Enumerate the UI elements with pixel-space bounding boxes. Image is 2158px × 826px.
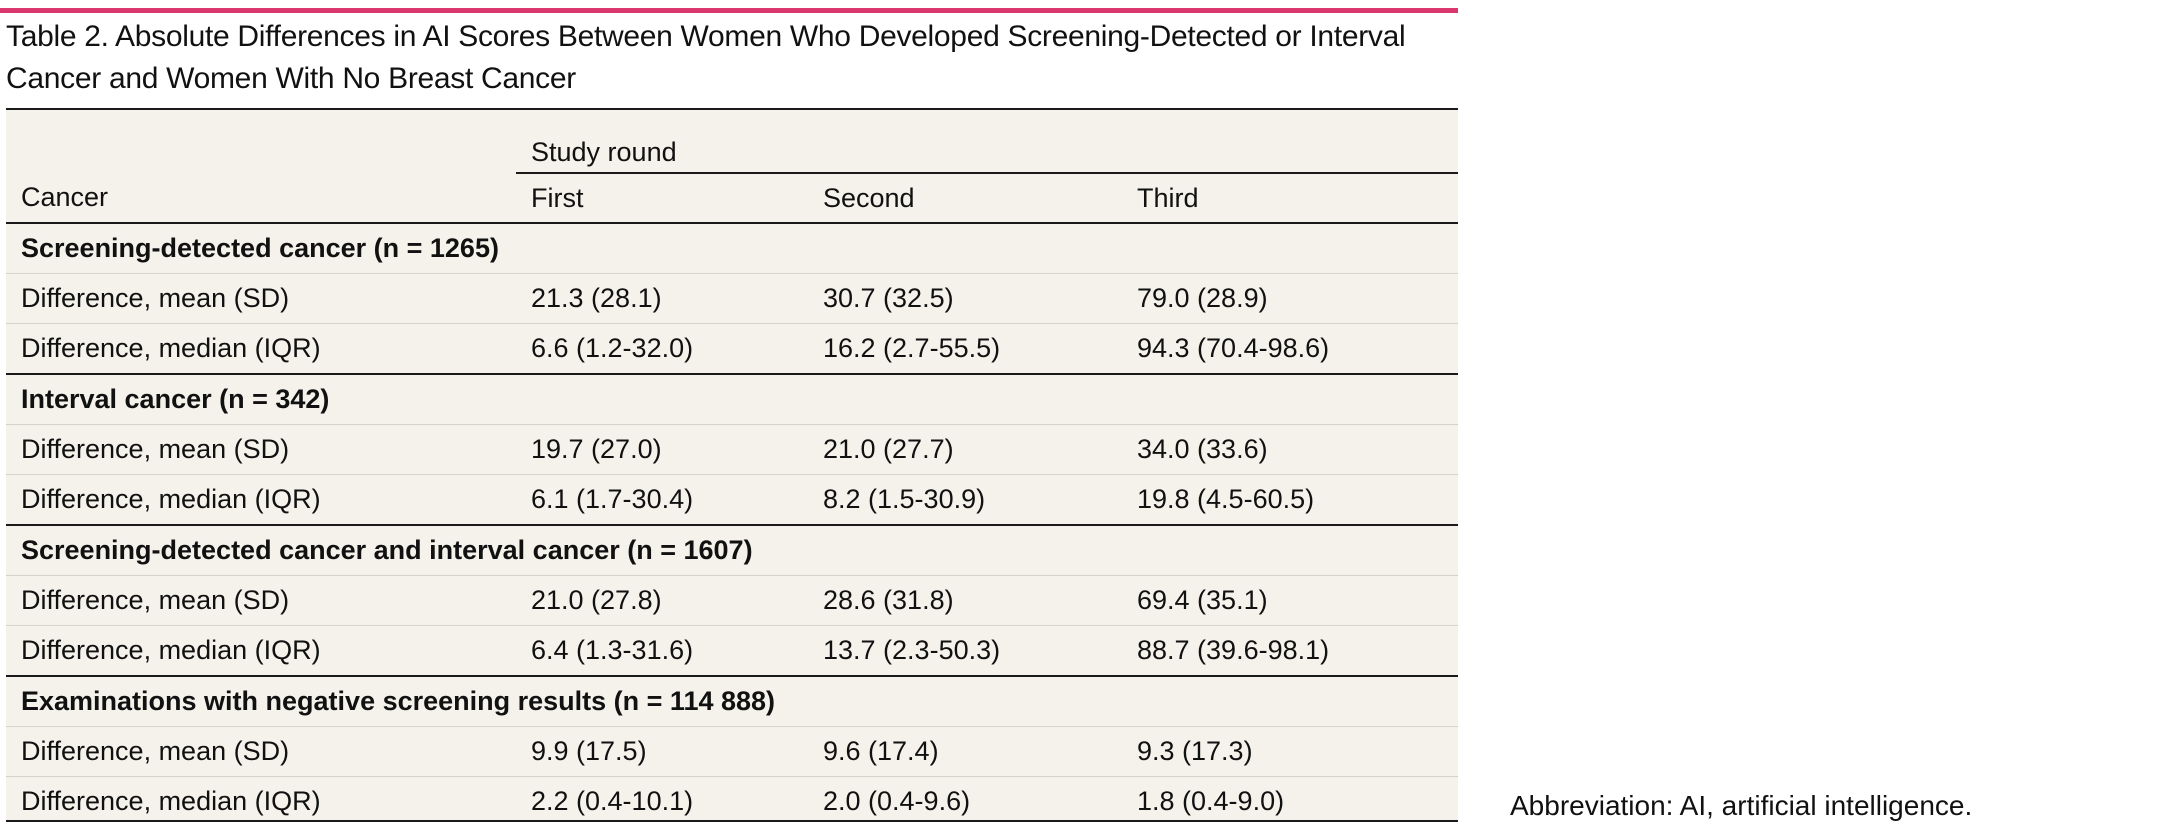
section-label: Screening-detected cancer (n = 1265) — [6, 223, 1458, 274]
table-row: Difference, median (IQR) 2.2 (0.4-10.1) … — [6, 777, 1458, 826]
table-row: Difference, median (IQR) 6.1 (1.7-30.4) … — [6, 475, 1458, 526]
table-row: Difference, mean (SD) 9.9 (17.5) 9.6 (17… — [6, 727, 1458, 777]
cell-first: 21.0 (27.8) — [516, 576, 808, 626]
cell-third: 69.4 (35.1) — [1122, 576, 1458, 626]
cell-third: 1.8 (0.4-9.0) — [1122, 777, 1458, 826]
cell-first: 6.1 (1.7-30.4) — [516, 475, 808, 526]
cell-third: 94.3 (70.4-98.6) — [1122, 324, 1458, 375]
row-label: Difference, median (IQR) — [6, 475, 516, 526]
table-row: Difference, mean (SD) 19.7 (27.0) 21.0 (… — [6, 425, 1458, 475]
section-header-row: Interval cancer (n = 342) — [6, 374, 1458, 425]
third-column-header: Third — [1122, 173, 1458, 223]
cell-second: 13.7 (2.3-50.3) — [808, 626, 1122, 677]
section-header-row: Examinations with negative screening res… — [6, 676, 1458, 727]
row-label: Difference, mean (SD) — [6, 425, 516, 475]
table-row: Difference, mean (SD) 21.3 (28.1) 30.7 (… — [6, 274, 1458, 324]
row-label: Difference, median (IQR) — [6, 777, 516, 826]
footnote: Abbreviation: AI, artificial intelligenc… — [1510, 790, 1972, 822]
row-label: Difference, median (IQR) — [6, 324, 516, 375]
table-row: Difference, median (IQR) 6.6 (1.2-32.0) … — [6, 324, 1458, 375]
cell-first: 6.6 (1.2-32.0) — [516, 324, 808, 375]
cell-third: 79.0 (28.9) — [1122, 274, 1458, 324]
cell-third: 34.0 (33.6) — [1122, 425, 1458, 475]
cell-second: 30.7 (32.5) — [808, 274, 1122, 324]
cell-second: 8.2 (1.5-30.9) — [808, 475, 1122, 526]
cell-second: 16.2 (2.7-55.5) — [808, 324, 1122, 375]
section-header-row: Screening-detected cancer (n = 1265) — [6, 223, 1458, 274]
data-table: Study round Cancer First Second Third Sc… — [6, 110, 1458, 826]
section-label: Interval cancer (n = 342) — [6, 374, 1458, 425]
section-header-row: Screening-detected cancer and interval c… — [6, 525, 1458, 576]
cancer-column-header: Cancer — [6, 173, 516, 223]
cell-third: 19.8 (4.5-60.5) — [1122, 475, 1458, 526]
cell-first: 19.7 (27.0) — [516, 425, 808, 475]
study-round-header: Study round — [516, 110, 1458, 173]
second-column-header: Second — [808, 173, 1122, 223]
cell-first: 6.4 (1.3-31.6) — [516, 626, 808, 677]
cell-third: 88.7 (39.6-98.1) — [1122, 626, 1458, 677]
cell-second: 28.6 (31.8) — [808, 576, 1122, 626]
cell-first: 21.3 (28.1) — [516, 274, 808, 324]
header-row-columns: Cancer First Second Third — [6, 173, 1458, 223]
section-label: Examinations with negative screening res… — [6, 676, 1458, 727]
table-row: Difference, median (IQR) 6.4 (1.3-31.6) … — [6, 626, 1458, 677]
cell-first: 9.9 (17.5) — [516, 727, 808, 777]
cell-second: 21.0 (27.7) — [808, 425, 1122, 475]
cell-second: 2.0 (0.4-9.6) — [808, 777, 1122, 826]
row-label: Difference, mean (SD) — [6, 274, 516, 324]
header-spacer — [6, 110, 516, 173]
header-row-group: Study round — [6, 110, 1458, 173]
row-label: Difference, mean (SD) — [6, 727, 516, 777]
first-column-header: First — [516, 173, 808, 223]
table-row: Difference, mean (SD) 21.0 (27.8) 28.6 (… — [6, 576, 1458, 626]
section-label: Screening-detected cancer and interval c… — [6, 525, 1458, 576]
cell-third: 9.3 (17.3) — [1122, 727, 1458, 777]
table-title: Table 2. Absolute Differences in AI Scor… — [6, 16, 1446, 100]
row-label: Difference, median (IQR) — [6, 626, 516, 677]
cell-first: 2.2 (0.4-10.1) — [516, 777, 808, 826]
cell-second: 9.6 (17.4) — [808, 727, 1122, 777]
accent-bar — [0, 8, 1458, 13]
row-label: Difference, mean (SD) — [6, 576, 516, 626]
data-table-container: Study round Cancer First Second Third Sc… — [6, 108, 1458, 822]
